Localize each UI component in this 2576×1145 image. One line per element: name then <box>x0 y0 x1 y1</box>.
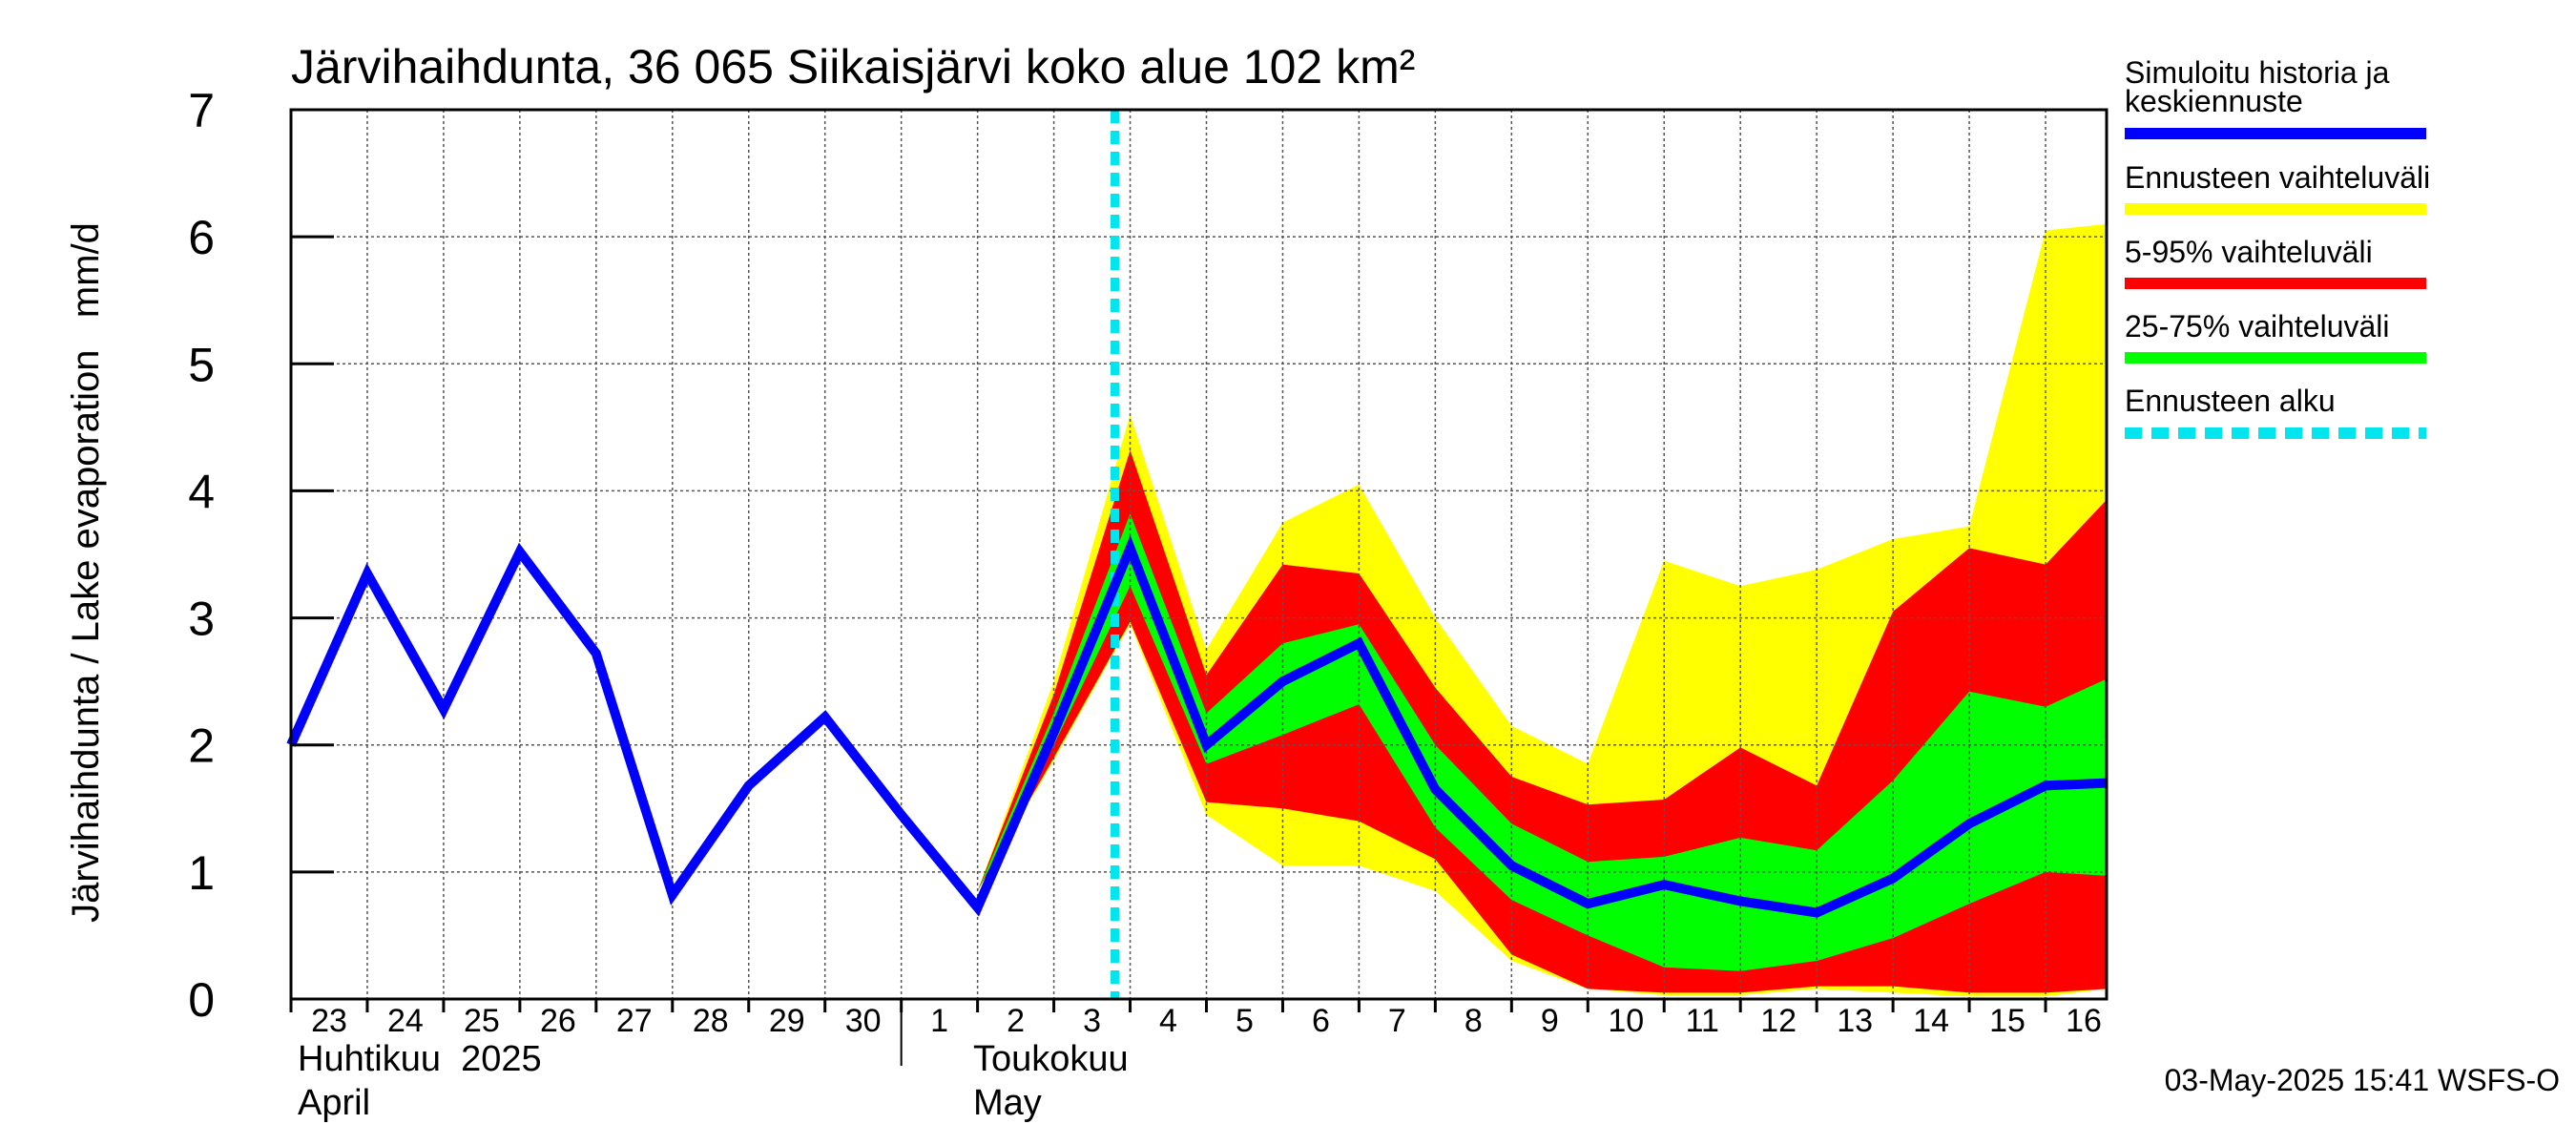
x-tick-label: 4 <box>1159 1003 1177 1039</box>
x-tick-label: 24 <box>387 1003 424 1039</box>
month-label-may-en: May <box>973 1083 1042 1123</box>
text-layer: Järvihaihdunta, 36 065 Siikaisjärvi koko… <box>65 40 2560 1123</box>
y-tick-label: 1 <box>188 846 215 900</box>
x-tick-label: 26 <box>540 1003 576 1039</box>
x-tick-label: 14 <box>1913 1003 1949 1039</box>
x-tick-label: 7 <box>1388 1003 1406 1039</box>
x-tick-label: 9 <box>1541 1003 1559 1039</box>
x-tick-label: 16 <box>2066 1003 2102 1039</box>
month-label-april-fi: Huhtikuu 2025 <box>298 1039 542 1079</box>
legend-line-1: Simuloitu historia ja <box>2125 55 2390 90</box>
x-tick-label: 8 <box>1465 1003 1483 1039</box>
x-tick-label: 29 <box>769 1003 805 1039</box>
timestamp-footer: 03-May-2025 15:41 WSFS-O <box>2165 1063 2560 1097</box>
legend-label-forecast-start: Ennusteen alku <box>2125 384 2336 418</box>
x-tick-label: 5 <box>1236 1003 1254 1039</box>
y-tick-label: 5 <box>188 338 215 391</box>
legend-label-5-95: 5-95% vaihteluväli <box>2125 235 2373 269</box>
legend-label-range: Ennusteen vaihteluväli <box>2125 160 2430 195</box>
y-axis-label: Järvihaihdunta / Lake evaporation mm/d <box>65 222 107 923</box>
legend-line-2: keskiennuste <box>2125 84 2303 118</box>
x-tick-label: 30 <box>845 1003 882 1039</box>
y-tick-label: 4 <box>188 465 215 518</box>
x-tick-label: 12 <box>1760 1003 1797 1039</box>
x-tick-label: 2 <box>1007 1003 1025 1039</box>
legend-swatches <box>2125 128 2426 439</box>
x-tick-label: 13 <box>1837 1003 1873 1039</box>
legend-label-25-75: 25-75% vaihteluväli <box>2125 309 2390 344</box>
y-tick-label: 0 <box>188 973 215 1027</box>
x-tick-label: 25 <box>464 1003 500 1039</box>
x-tick-label: 10 <box>1608 1003 1644 1039</box>
band-layer <box>977 223 2107 997</box>
y-tick-label: 6 <box>188 211 215 264</box>
month-label-may-fi: Toukokuu <box>973 1039 1129 1079</box>
y-tick-label: 3 <box>188 593 215 646</box>
y-tick-label: 7 <box>188 84 215 137</box>
x-tick-label: 27 <box>616 1003 653 1039</box>
x-tick-label: 28 <box>693 1003 729 1039</box>
x-tick-label: 23 <box>311 1003 347 1039</box>
axes-layer <box>289 108 2109 1066</box>
x-tick-label: 3 <box>1083 1003 1101 1039</box>
band-25-75-vaihteluv-li <box>977 513 2107 971</box>
x-tick-label: 15 <box>1989 1003 2025 1039</box>
x-tick-label: 11 <box>1686 1003 1719 1039</box>
y-tick-label: 2 <box>188 719 215 773</box>
x-tick-label: 6 <box>1312 1003 1330 1039</box>
line-layer <box>286 110 2108 999</box>
x-tick-label: 1 <box>930 1003 948 1039</box>
chart-title: Järvihaihdunta, 36 065 Siikaisjärvi koko… <box>291 40 1415 94</box>
plot-frame <box>289 108 2109 1001</box>
month-label-april-en: April <box>298 1083 370 1123</box>
